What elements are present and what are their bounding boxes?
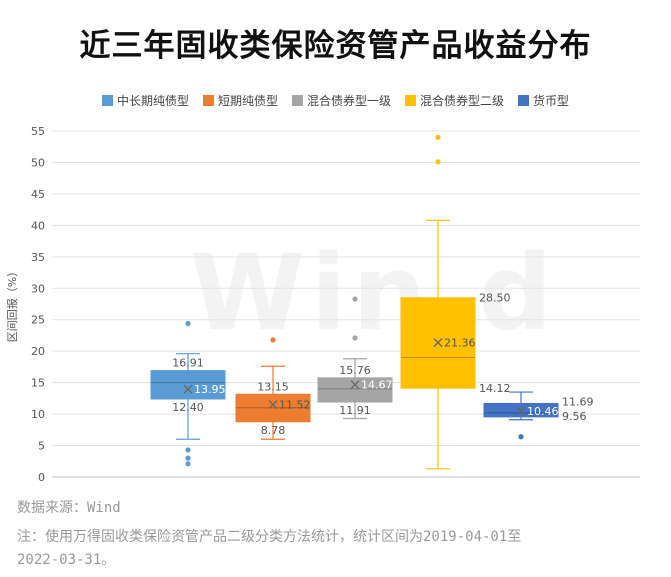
outlier-point — [352, 296, 358, 302]
outlier-point — [435, 159, 441, 165]
y-tick-label: 40 — [31, 219, 45, 232]
q1-label: 14.12 — [479, 382, 511, 395]
y-tick-label: 20 — [31, 345, 45, 358]
q1-label: 8.78 — [261, 424, 286, 437]
data-source-note: 数据来源：Wind — [17, 500, 121, 516]
legend-swatch — [101, 95, 113, 106]
outlier-point — [352, 335, 358, 341]
legend-swatch — [291, 95, 303, 106]
y-tick-label: 5 — [38, 440, 45, 453]
chart-legend: 中长期纯债型 短期纯债型 混合债券型一级 混合债券型二级 货币型 — [0, 92, 671, 109]
legend-item-2: 短期纯债型 — [202, 92, 278, 109]
mean-marker — [433, 338, 443, 348]
mean-label: 13.95 — [194, 383, 226, 396]
q1-label: 12.40 — [172, 401, 204, 414]
outlier-point — [185, 447, 191, 453]
mean-marker — [268, 400, 278, 409]
y-tick-label: 15 — [31, 377, 45, 390]
q3-label: 13.15 — [257, 380, 289, 393]
y-tick-label: 45 — [31, 188, 45, 201]
legend-item-1: 中长期纯债型 — [101, 92, 189, 109]
legend-item-4: 混合债券型二级 — [405, 92, 504, 109]
mean-marker — [516, 406, 526, 416]
box-body — [317, 377, 393, 403]
mean-marker — [183, 384, 193, 394]
y-tick-label: 55 — [31, 125, 45, 138]
y-tick-label: 0 — [38, 471, 45, 484]
box-body — [150, 370, 226, 400]
y-tick-label: 30 — [31, 282, 45, 295]
q1-label: 11.91 — [339, 404, 371, 417]
outlier-point — [518, 434, 524, 440]
mean-label: 14.67 — [361, 379, 393, 392]
chart-title: 近三年固收类保险资管产品收益分布 — [79, 28, 592, 64]
outlier-point — [185, 461, 191, 467]
mean-label: 21.36 — [444, 337, 476, 350]
legend-swatch — [202, 95, 214, 106]
q3-label: 15.76 — [339, 364, 371, 377]
legend-label: 货币型 — [533, 94, 570, 108]
legend-swatch — [518, 95, 530, 106]
y-tick-label: 35 — [31, 251, 45, 264]
methodology-note-line2: 2022-03-31。 — [17, 552, 116, 568]
box-body — [483, 402, 559, 418]
legend-label: 混合债券型二级 — [420, 94, 505, 108]
outlier-point — [270, 337, 276, 343]
legend-label: 中长期纯债型 — [116, 94, 189, 108]
mean-label: 11.52 — [279, 399, 311, 412]
legend-label: 短期纯债型 — [217, 94, 278, 108]
legend-swatch — [405, 95, 416, 106]
q3-label: 16.91 — [172, 357, 204, 370]
mean-label: 10.46 — [527, 405, 559, 418]
q3-label: 28.50 — [479, 292, 511, 305]
legend-item-3: 混合债券型一级 — [291, 92, 391, 109]
legend-label: 混合债券型一级 — [306, 94, 391, 108]
methodology-note-line1: 注：使用万得固收类保险资管产品二级分类方法统计，统计区间为2019-04-01至 — [17, 529, 522, 545]
mean-marker — [350, 380, 360, 390]
box-body — [235, 393, 311, 423]
y-axis-label: 区间回报（%） — [5, 266, 19, 342]
q3-label: 11.69 — [562, 395, 594, 408]
y-tick-label: 10 — [31, 408, 45, 421]
y-tick-label: 50 — [31, 156, 45, 169]
legend-item-5: 货币型 — [518, 92, 569, 109]
q1-label: 9.56 — [562, 410, 587, 423]
outlier-point — [185, 320, 191, 327]
outlier-point — [435, 134, 441, 140]
y-tick-label: 25 — [31, 314, 45, 327]
outlier-point — [185, 455, 191, 461]
